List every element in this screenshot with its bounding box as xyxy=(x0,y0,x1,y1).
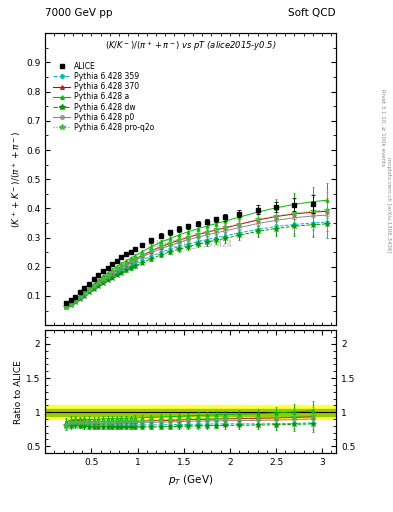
Legend: ALICE, Pythia 6.428 359, Pythia 6.428 370, Pythia 6.428 a, Pythia 6.428 dw, Pyth: ALICE, Pythia 6.428 359, Pythia 6.428 37… xyxy=(52,60,156,134)
Text: mcplots.cern.ch [arXiv:1306.3436]: mcplots.cern.ch [arXiv:1306.3436] xyxy=(386,157,391,252)
Y-axis label: Ratio to ALICE: Ratio to ALICE xyxy=(14,360,23,423)
Bar xyxy=(45,406,336,419)
Y-axis label: $(K^+ + K^-)/(\pi^+ + \pi^-)$: $(K^+ + K^-)/(\pi^+ + \pi^-)$ xyxy=(11,131,23,228)
Text: ALICE_2015_I1357424: ALICE_2015_I1357424 xyxy=(148,239,233,248)
Text: 7000 GeV pp: 7000 GeV pp xyxy=(45,8,113,18)
X-axis label: $p_T$ (GeV): $p_T$ (GeV) xyxy=(168,473,213,486)
Bar xyxy=(45,409,336,416)
Text: Soft QCD: Soft QCD xyxy=(288,8,336,18)
Text: Rivet 3.1.10, ≥ 100k events: Rivet 3.1.10, ≥ 100k events xyxy=(381,90,386,166)
Text: $(K/K^-)/(\pi^++\pi^-)$ vs pT (alice2015-y0.5): $(K/K^-)/(\pi^++\pi^-)$ vs pT (alice2015… xyxy=(105,39,276,53)
